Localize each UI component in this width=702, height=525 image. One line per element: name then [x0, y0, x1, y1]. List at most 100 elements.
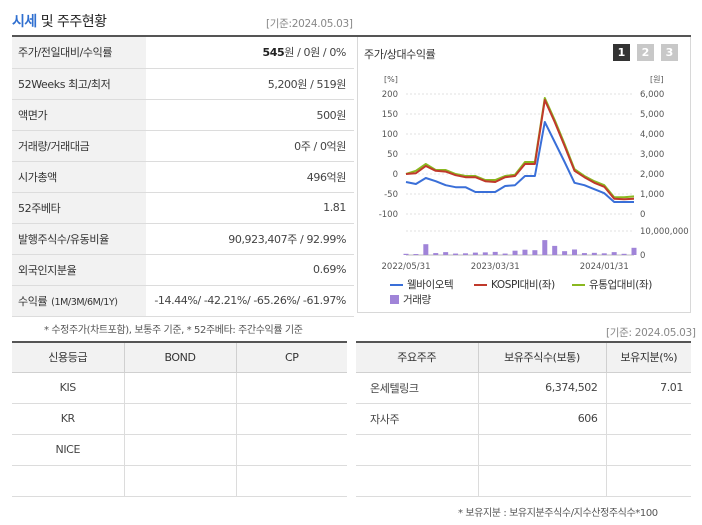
table-row: KR	[12, 403, 347, 435]
left-tick-label: 100	[382, 130, 398, 140]
table-row: NICE	[12, 434, 347, 466]
section-title-rest: 및 주주현황	[36, 14, 107, 30]
volume-bar	[591, 252, 597, 255]
left-tick-label: -50	[384, 190, 398, 200]
major-holders-table: 주요주주 보유주식수(보통) 보유지분(%) 온세텔링크 6,374,502 7.01 자…	[356, 343, 691, 497]
table-cell	[235, 465, 347, 497]
volume-bar	[472, 252, 478, 255]
table-cell	[123, 372, 236, 404]
series-line-2	[405, 97, 635, 199]
table-row	[356, 434, 691, 466]
holders-header: 보유주식수(보통)	[477, 343, 606, 373]
legend-item-kospi: KOSPI대비(좌)	[474, 277, 555, 292]
table-cell: 자사주	[356, 403, 478, 435]
price-row-value: 496억원	[146, 161, 354, 193]
chart-tab-2[interactable]: 2	[637, 44, 654, 61]
volume-tick-label: 10,000,000	[640, 227, 689, 237]
table-cell	[235, 434, 347, 466]
holders-header: 보유지분(%)	[605, 343, 691, 373]
table-row	[356, 465, 691, 497]
price-row-label: 52Weeks 최고/최저	[12, 68, 146, 100]
volume-bar	[552, 245, 558, 255]
holders-asof-date: [기준: 2024.05.03]	[606, 327, 696, 339]
holders-header: 주요주주	[356, 343, 478, 373]
volume-bar	[522, 249, 528, 255]
volume-bar	[433, 253, 439, 255]
chart-tab-3[interactable]: 3	[661, 44, 678, 61]
price-row-label: 주가/전일대비/수익률	[12, 37, 146, 69]
price-row-value: 5,200원 / 519원	[146, 68, 354, 100]
price-row-value: 500원	[146, 99, 354, 131]
volume-bar	[621, 253, 627, 255]
right-tick-label: 6,000	[640, 90, 664, 100]
legend-swatch-retail	[572, 283, 585, 286]
price-row: 52Weeks 최고/최저 5,200원 / 519원	[12, 68, 354, 100]
volume-bar	[562, 251, 568, 255]
price-row-label: 액면가	[12, 99, 146, 131]
legend-item-stock: 웰바이오텍	[390, 277, 454, 292]
left-tick-label: -100	[379, 210, 398, 220]
volume-bar	[631, 247, 637, 255]
price-row-label: 외국인지분율	[12, 254, 146, 286]
chart-title: 주가/상대수익률	[364, 48, 436, 61]
table-cell	[123, 403, 236, 435]
volume-bar	[512, 250, 518, 255]
volume-bar	[502, 253, 508, 255]
left-tick-label: 150	[382, 110, 398, 120]
price-row: 액면가 500원	[12, 99, 354, 131]
chart-panel: 주가/상대수익률 1 2 3 [%] [원] 200 6,000 150 5,000 100…	[357, 37, 691, 313]
table-row: 자사주 606	[356, 403, 691, 435]
chart-footnote: * 수정주가(차트포함), 보통주 기준, * 52주베타: 주간수익률 기준	[44, 325, 303, 336]
table-cell	[235, 403, 347, 435]
price-row-value: 0주 / 0억원	[146, 130, 354, 162]
price-row-value: 545원 / 0원 / 0%	[146, 37, 354, 69]
price-chart: [%] [원] 200 6,000 150 5,000 100 4,000 50 3,000 0 2,…	[379, 75, 689, 272]
legend-swatch-volume	[390, 295, 399, 304]
table-cell: NICE	[12, 434, 124, 466]
left-tick-label: 0	[393, 170, 398, 180]
right-tick-label: 5,000	[640, 110, 664, 120]
right-tick-label: 0	[640, 210, 645, 220]
price-row-label: 발행주식수/유동비율	[12, 223, 146, 255]
table-cell	[123, 465, 236, 497]
table-row	[12, 465, 347, 497]
price-change: 원 / 0원 / 0%	[284, 46, 346, 60]
left-axis-unit: [%]	[384, 75, 398, 84]
table-cell	[477, 434, 606, 466]
price-row: 외국인지분율 0.69%	[12, 254, 354, 286]
table-cell	[605, 434, 691, 466]
right-tick-label: 3,000	[640, 150, 664, 160]
right-tick-label: 1,000	[640, 190, 664, 200]
holders-footnote: * 보유지분 : 보유지분주식수/지수산정주식수*100	[458, 508, 658, 519]
volume-bar	[462, 253, 468, 255]
table-cell	[605, 465, 691, 497]
table-row: 온세텔링크 6,374,502 7.01	[356, 372, 691, 404]
chart-tab-1[interactable]: 1	[613, 44, 630, 61]
table-cell: 606	[477, 403, 606, 435]
table-cell: 온세텔링크	[356, 372, 478, 404]
table-cell: 6,374,502	[477, 372, 606, 404]
table-cell	[356, 434, 478, 466]
right-tick-label: 2,000	[640, 170, 664, 180]
returns-value: -14.44%/ -42.21%/ -65.26%/ -61.97%	[146, 285, 354, 317]
price-asof-date: [기준:2024.05.03]	[266, 18, 353, 30]
x-tick-label: 2022/05/31	[382, 262, 431, 272]
price-row: 시가총액 496억원	[12, 161, 354, 193]
volume-bar	[581, 253, 587, 255]
left-tick-label: 50	[387, 150, 398, 160]
price-row-label: 시가총액	[12, 161, 146, 193]
section-title-highlight: 시세	[12, 14, 37, 30]
volume-bar	[413, 254, 419, 255]
volume-zero-label: 0	[640, 251, 645, 261]
price-row-value: 0.69%	[146, 254, 354, 286]
x-tick-label: 2023/03/31	[471, 262, 520, 272]
volume-bar	[443, 252, 449, 255]
series-line-0	[405, 121, 634, 203]
volume-bar	[532, 250, 538, 255]
x-tick-label: 2024/01/31	[580, 262, 629, 272]
price-row: 발행주식수/유동비율 90,923,407주 / 92.99%	[12, 223, 354, 255]
table-cell	[123, 434, 236, 466]
legend-swatch-stock	[390, 283, 403, 286]
volume-bar	[542, 240, 548, 255]
current-price: 545	[262, 46, 285, 60]
